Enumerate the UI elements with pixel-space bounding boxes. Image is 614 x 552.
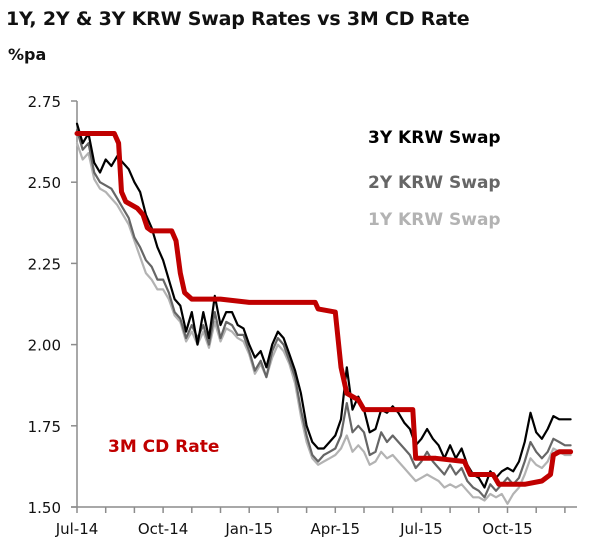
series-line-3m-cd-rate bbox=[74, 131, 574, 487]
legend-2y-swap: 2Y KRW Swap bbox=[368, 173, 501, 193]
series-line-1y-krw-swap bbox=[75, 142, 572, 505]
y-tick-label: 2.75 bbox=[28, 93, 61, 111]
y-axis-unit-label: %pa bbox=[8, 45, 47, 64]
x-tick-label: Apr-15 bbox=[311, 520, 361, 538]
series-line-2y-krw-swap bbox=[75, 129, 572, 499]
y-tick-label: 2.25 bbox=[28, 255, 61, 273]
x-tick-label: Oct-14 bbox=[138, 520, 188, 538]
legend-3y-swap: 3Y KRW Swap bbox=[368, 128, 501, 148]
chart-title: 1Y, 2Y & 3Y KRW Swap Rates vs 3M CD Rate bbox=[6, 8, 470, 30]
x-tick-label: Jan-15 bbox=[224, 520, 273, 538]
x-tick-label: Jul-14 bbox=[55, 520, 99, 538]
legend-labels: 3Y KRW Swap 2Y KRW Swap 1Y KRW Swap 3M C… bbox=[108, 128, 501, 457]
y-tick-label: 1.75 bbox=[28, 418, 61, 436]
x-tick-label: Oct-15 bbox=[482, 520, 532, 538]
y-tick-label: 1.50 bbox=[28, 499, 61, 517]
legend-1y-swap: 1Y KRW Swap bbox=[368, 210, 501, 230]
axes: 2.75 2.50 2.25 2.00 1.75 1.50 Jul-14 Oct-14 Jan-… bbox=[28, 93, 577, 538]
series-group bbox=[74, 122, 574, 505]
y-tick-label: 2.00 bbox=[28, 337, 61, 355]
legend-3m-cd-rate: 3M CD Rate bbox=[108, 437, 219, 457]
y-tick-label: 2.50 bbox=[28, 174, 61, 192]
x-tick-label: Jul-15 bbox=[399, 520, 443, 538]
